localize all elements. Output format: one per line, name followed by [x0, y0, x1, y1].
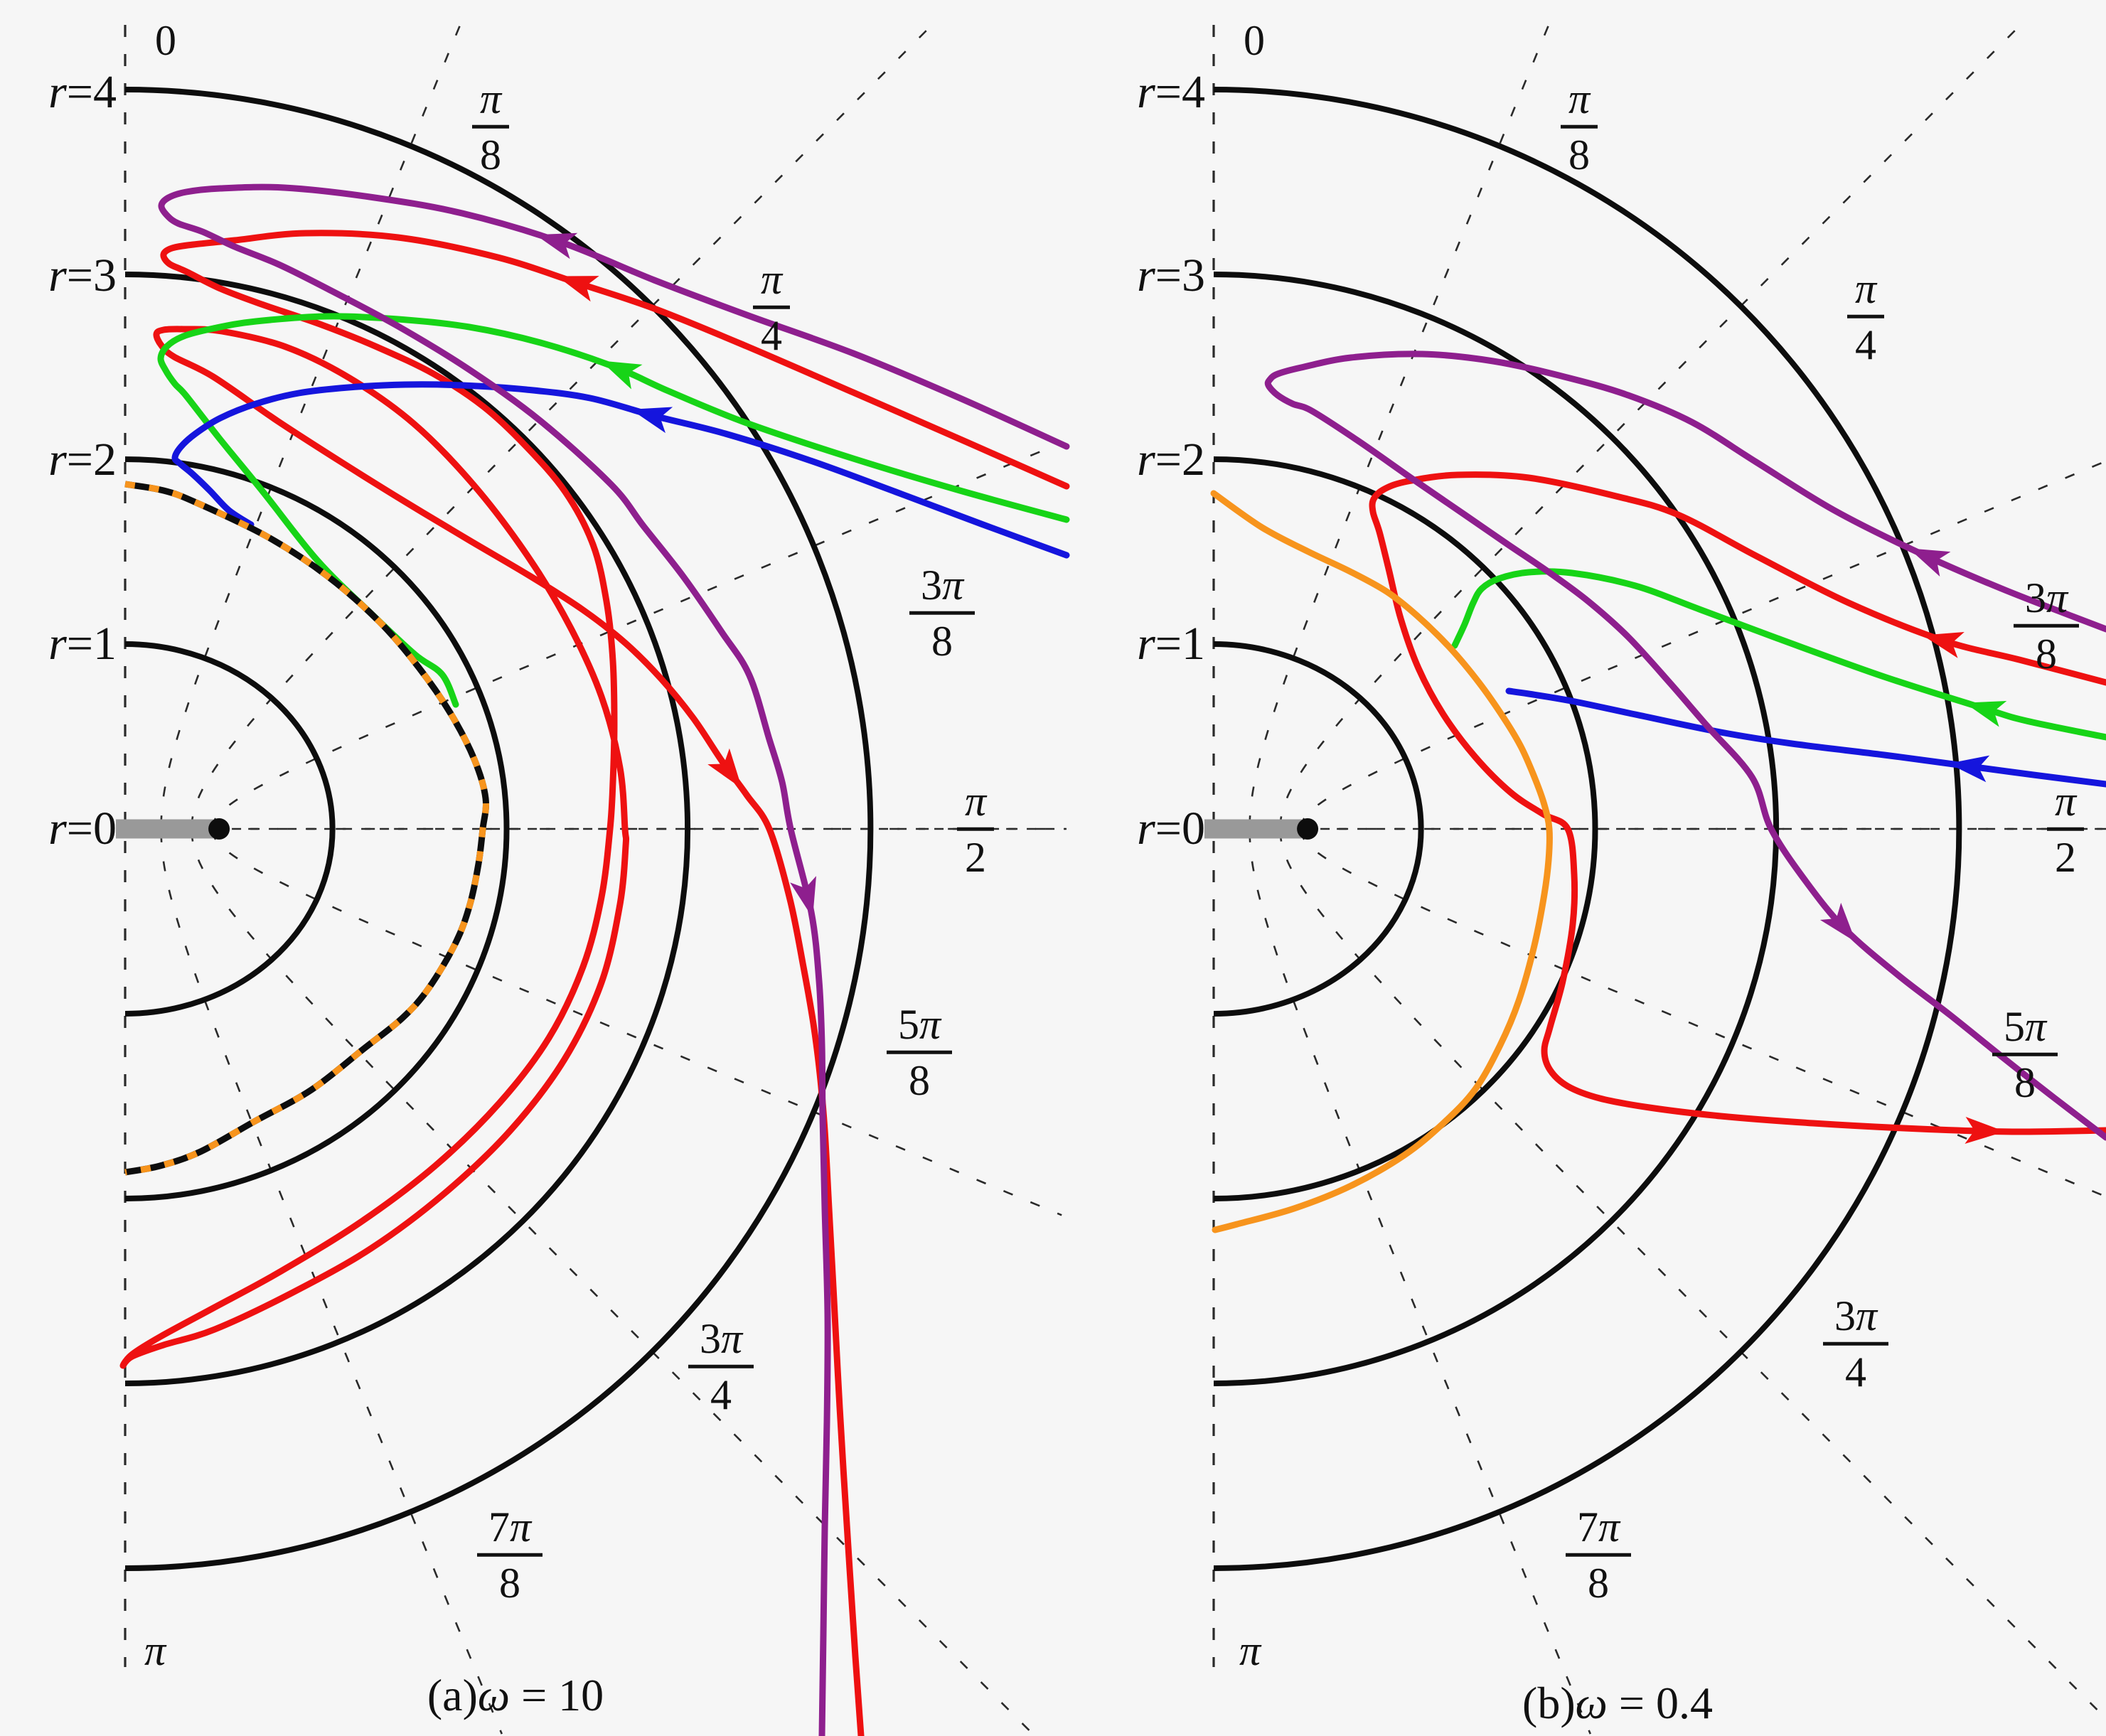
- angle-label-3π-4-panel-b: 3π 4: [1823, 1295, 1888, 1393]
- green-ray-arrowhead-0-panel-b: [1965, 701, 2007, 727]
- r-label-0-panel-a: r=0: [48, 803, 117, 854]
- purple-ray-arrowhead-0-panel-b: [1908, 548, 1951, 577]
- r-label-4-panel-b: r=4: [1137, 66, 1205, 118]
- grid-ellipse-r4-panel-b: [1213, 87, 1962, 1571]
- angle-label-3π-4-panel-a: 3π 4: [688, 1317, 754, 1415]
- grid-ellipse-r1-panel-b: [1213, 641, 1424, 1017]
- purple-ray-arrowhead-1-panel-a: [790, 876, 816, 918]
- angle-label-5π-8-panel-b: 5π 8: [1992, 1005, 2058, 1103]
- panel-a: [116, 18, 1070, 1736]
- theta-ray-π-4-panel-a: [191, 20, 936, 827]
- angle-label-3π-8-panel-b: 3π 8: [2014, 577, 2079, 675]
- r-label-1-panel-a: r=1: [48, 618, 117, 670]
- angle-label-5π-8-panel-a: 5π 8: [887, 1003, 952, 1101]
- red-ray-arrowhead-0-panel-b: [1922, 631, 1965, 658]
- purple-ray-arrowhead-0-panel-a: [535, 232, 578, 259]
- grid-ellipse-r1-panel-a: [124, 641, 336, 1017]
- r-label-1-panel-b: r=1: [1137, 618, 1205, 670]
- trajectory-green-ray-panel-a: [157, 313, 1070, 708]
- caption-panel-b: (b)ω = 0.4: [1522, 1678, 1713, 1728]
- angle-label-pi-panel-b: π: [1239, 1627, 1261, 1674]
- purple-ray-arrowhead-1-panel-b: [1819, 902, 1856, 943]
- angle-label-7π-8-panel-a: 7π 8: [477, 1506, 542, 1604]
- red-ray-arrowhead-1-panel-b: [1965, 1116, 2005, 1144]
- trajectory-purple-ray-panel-a: [158, 183, 1070, 1736]
- grid-ellipse-r2-panel-a: [124, 456, 510, 1201]
- disk-segment-panel-a: [116, 819, 220, 839]
- grid-ellipse-r2-panel-b: [1213, 456, 1598, 1201]
- trajectory-blue-ray-panel-b: [1505, 687, 2106, 788]
- theta-ray-3π-8-panel-a: [210, 441, 1062, 828]
- caption-panel-a: (a)ω = 10: [427, 1670, 604, 1720]
- r-label-2-panel-a: r=2: [48, 434, 117, 486]
- grid-ellipse-r4-panel-a: [124, 87, 874, 1571]
- theta-ray-3π-8-panel-b: [1299, 461, 2103, 828]
- trajectory-red-ray-panel-b: [1369, 471, 2106, 1135]
- theta-ray-7π-8-panel-b: [1249, 832, 1591, 1735]
- angle-label-0-panel-a: 0: [155, 17, 176, 64]
- red-ray-arrowhead-1-panel-a: [707, 748, 742, 789]
- angle-label-pi-panel-a: π: [144, 1627, 166, 1674]
- disk-segment-panel-b: [1204, 819, 1308, 839]
- ring-singularity-dot-panel-b: [1297, 818, 1319, 840]
- r-label-3-panel-b: r=3: [1137, 250, 1205, 301]
- angle-label-0-panel-b: 0: [1244, 17, 1265, 64]
- r-label-0-panel-b: r=0: [1137, 803, 1205, 854]
- theta-ray-π-8-panel-b: [1249, 18, 1552, 826]
- blue-ray-arrowhead-0-panel-a: [631, 407, 673, 434]
- trajectory-orange-ray-panel-b: [1210, 490, 1553, 1233]
- trajectory-red-ray-panel-a: [119, 230, 1070, 1736]
- angle-label-7π-8-panel-b: 7π 8: [1566, 1506, 1631, 1604]
- r-label-2-panel-b: r=2: [1137, 434, 1205, 486]
- blue-ray-arrowhead-0-panel-b: [1948, 755, 1990, 783]
- grid-ellipse-r3-panel-a: [124, 272, 691, 1386]
- trajectory-blue-ray-panel-a: [171, 381, 1070, 559]
- green-ray-arrowhead-0-panel-a: [600, 360, 643, 390]
- grid-ellipse-r3-panel-b: [1213, 272, 1780, 1386]
- theta-ray-π-4-panel-b: [1279, 20, 2025, 827]
- theta-ray-7π-8-panel-a: [160, 832, 503, 1735]
- theta-ray-5π-8-panel-a: [210, 830, 1062, 1216]
- r-label-3-panel-a: r=3: [48, 250, 117, 301]
- panel-b: [1204, 18, 2106, 1735]
- theta-ray-5π-8-panel-b: [1299, 830, 2103, 1196]
- theta-ray-3π-4-panel-a: [191, 831, 1036, 1736]
- r-label-4-panel-a: r=4: [48, 66, 117, 118]
- red-ray-arrowhead-0-panel-a: [557, 276, 599, 302]
- trajectory-purple-ray-panel-b: [1264, 350, 2106, 1141]
- ring-singularity-dot-panel-a: [208, 818, 230, 840]
- angle-label-3π-8-panel-a: 3π 8: [909, 564, 975, 662]
- horizon-loop-black: [124, 481, 489, 1176]
- theta-ray-3π-4-panel-b: [1279, 831, 2103, 1716]
